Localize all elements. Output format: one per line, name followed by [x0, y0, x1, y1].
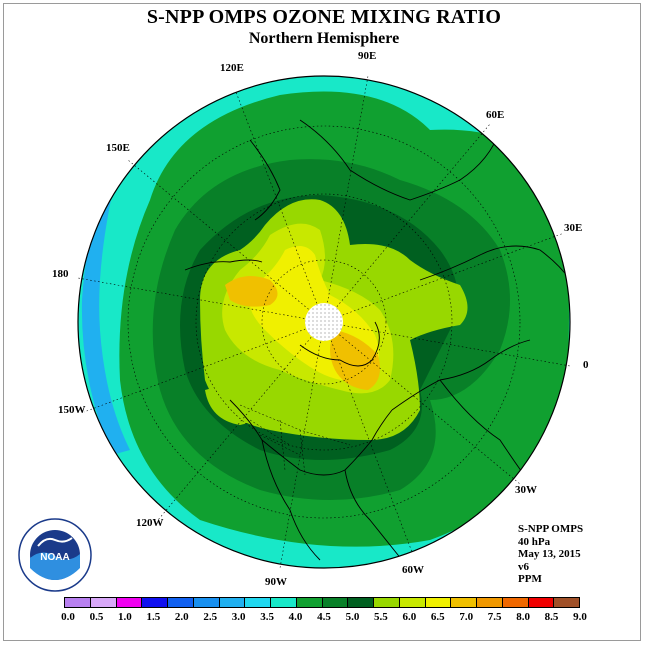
- colorbar-tick-label: 5.0: [345, 611, 360, 623]
- image-frame: [3, 3, 641, 641]
- colorbar-segment: [193, 598, 220, 607]
- colorbar-segment: [322, 598, 349, 607]
- political-boundaries: [239, 404, 351, 476]
- colorbar-segment: [477, 598, 503, 607]
- lon-label-90w: 90W: [265, 576, 287, 588]
- colorbar-segment: [399, 598, 426, 607]
- lon-label-60e: 60E: [486, 109, 505, 121]
- colorbar-segment: [65, 598, 91, 607]
- lon-label-30e: 30E: [564, 222, 583, 234]
- colorbar-tick-label: 1.5: [146, 611, 161, 623]
- colorbar-tick-label: 9.0: [573, 611, 587, 623]
- colorbar-tick-label: 6.5: [430, 611, 445, 623]
- lon-label-150w: 150W: [58, 404, 86, 416]
- colorbar-tick-label: 6.0: [402, 611, 417, 623]
- lon-label-150e: 150E: [106, 142, 130, 154]
- colorbar-segment: [116, 598, 143, 607]
- info-date: May 13, 2015: [518, 548, 581, 560]
- info-level: 40 hPa: [518, 535, 551, 548]
- colorbar-segment: [271, 598, 297, 607]
- colorbar-tick-label: 8.5: [544, 611, 559, 623]
- colorbar-segment: [502, 598, 529, 607]
- info-units: PPM: [518, 573, 542, 585]
- colorbar-tick-label: 7.5: [487, 611, 502, 623]
- colorbar-tick-label: 4.0: [288, 611, 303, 623]
- colorbar-segment: [374, 598, 400, 607]
- info-instrument: S-NPP OMPS: [518, 523, 584, 535]
- colorbar-tick-label: 7.0: [459, 611, 474, 623]
- field-orange-east: [330, 330, 381, 390]
- lon-label-0: 0: [583, 359, 589, 371]
- colorbar-tick-label: 4.5: [317, 611, 331, 623]
- colorbar-segment: [528, 598, 555, 607]
- map-boundary: [77, 75, 571, 569]
- colorbar-segment: [554, 598, 579, 607]
- colorbar-segment: [245, 598, 271, 607]
- lon-label-60w: 60W: [402, 564, 424, 576]
- info-block: S-NPP OMPS 40 hPa May 13, 2015 v6 PPM: [518, 523, 583, 586]
- colorbar-tick-label: 8.0: [516, 611, 530, 623]
- colorbar-segment: [219, 598, 246, 607]
- colorbar-tick-label: 2.5: [203, 611, 218, 623]
- colorbar-segment: [451, 598, 477, 607]
- lon-label-90e: 90E: [358, 50, 377, 62]
- map-subtitle: Northern Hemisphere: [248, 30, 400, 47]
- colorbar-tick-label: 3.5: [260, 611, 274, 623]
- lon-label-120e: 120E: [220, 62, 244, 74]
- colorbar-segment: [348, 598, 374, 607]
- map-title: S-NPP OMPS OZONE MIXING RATIO: [146, 6, 502, 28]
- colorbar-tick-label: 3.0: [231, 611, 246, 623]
- colorbar-segment: [296, 598, 323, 607]
- colorbar-tick-label: 0.0: [61, 611, 75, 623]
- noaa-logo: NOAA: [18, 518, 92, 592]
- colorbar-tick-label: 0.5: [89, 611, 104, 623]
- graticule: [127, 125, 521, 519]
- lon-label-180: 180: [52, 268, 69, 280]
- colorbar-segment: [90, 598, 117, 607]
- meridians: [77, 75, 571, 569]
- lon-label-120w: 120W: [136, 517, 164, 529]
- polar-no-data: [305, 303, 343, 341]
- colorbar-segment: [425, 598, 452, 607]
- colorbar-tick-label: 5.5: [374, 611, 388, 623]
- colorbar-tick-label: 2.0: [174, 611, 189, 623]
- info-version: v6: [518, 560, 529, 573]
- colorbar-segment: [142, 598, 168, 607]
- field-orange-west: [225, 276, 278, 307]
- colorbar-tick-label: 1.0: [118, 611, 132, 623]
- colorbar: [64, 597, 580, 608]
- colorbar-segment: [168, 598, 194, 607]
- logo-text: NOAA: [40, 552, 69, 563]
- lon-label-30w: 30W: [515, 484, 537, 496]
